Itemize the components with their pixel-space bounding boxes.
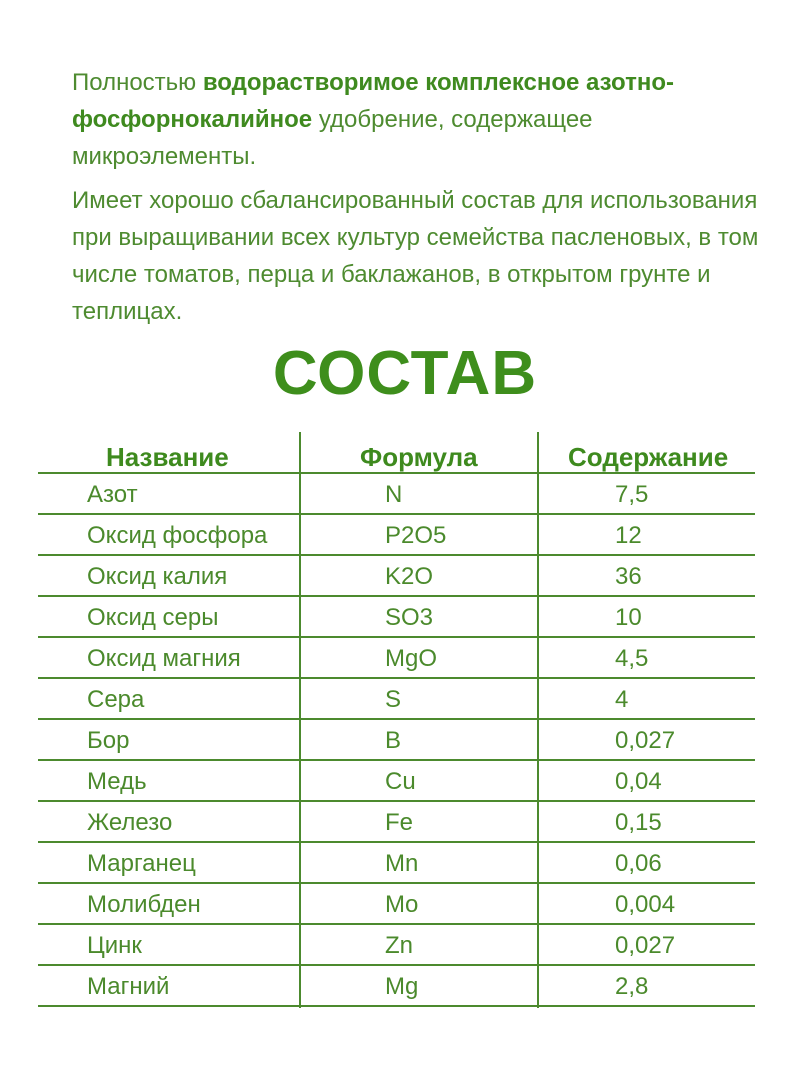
element-name: Молибден [87,891,201,918]
element-formula: Mo [385,891,419,918]
element-content: 0,027 [615,727,676,754]
element-name: Марганец [87,850,196,877]
intro-paragraph-1: Полностью водорастворимое комплексное аз… [72,64,762,175]
element-name: Бор [87,727,130,754]
element-formula: B [385,727,402,754]
row-divider [38,718,755,720]
row-divider [38,923,755,925]
element-content: 4,5 [615,645,649,672]
element-content: 0,027 [615,932,676,959]
table-row: Марганец Mn 0,06 [38,843,755,884]
element-name: Медь [87,768,147,795]
element-content: 7,5 [615,481,649,508]
table-row: Сера S 4 [38,679,755,720]
element-formula: Cu [385,768,416,795]
intro-paragraph-2: Имеет хорошо сбалансированный состав для… [72,187,759,325]
element-content: 0,06 [615,850,662,877]
row-divider [38,759,755,761]
section-title: СОСТАВ [272,339,538,408]
table-row: Оксид фосфора P2O5 12 [38,515,755,556]
row-divider [38,513,755,515]
element-formula: Zn [385,932,414,959]
table-row: Оксид калия K2O 36 [38,556,755,597]
element-content: 0,15 [615,809,662,836]
row-divider [38,554,755,556]
text: Полностью [72,69,203,96]
row-divider [38,1005,755,1007]
row-divider [38,882,755,884]
element-formula: K2O [385,563,434,590]
element-formula: Mg [385,973,419,1000]
element-content: 10 [615,604,642,631]
element-formula: Mn [385,850,419,877]
text: удобрение, содержащее микроэлементы. [72,106,593,170]
element-content: 0,04 [615,768,662,795]
element-content: 12 [615,522,642,549]
header-name: Название [106,442,229,472]
element-name: Оксид калия [87,563,228,590]
row-divider [38,636,755,638]
element-name: Сера [87,686,145,713]
header-content: Содержание [568,442,729,472]
table-row: Оксид магния MgO 4,5 [38,638,755,679]
row-divider [38,841,755,843]
element-name: Оксид фосфора [87,522,268,549]
element-content: 0,004 [615,891,676,918]
table-row: Магний Mg 2,8 [38,966,755,1007]
row-divider [38,800,755,802]
element-name: Цинк [87,932,142,959]
element-formula: N [385,481,403,508]
table-row: Цинк Zn 0,027 [38,925,755,966]
table-row: Оксид серы SO3 10 [38,597,755,638]
column-divider [299,432,301,1008]
element-name: Магний [87,973,170,1000]
table-row: Молибден Mo 0,004 [38,884,755,925]
element-formula: MgO [385,645,438,672]
element-formula: Fe [385,809,414,836]
header-divider [38,472,755,474]
element-formula: S [385,686,402,713]
row-divider [38,677,755,679]
element-name: Оксид серы [87,604,219,631]
element-content: 2,8 [615,973,649,1000]
row-divider [38,964,755,966]
element-name: Оксид магния [87,645,241,672]
bold-text: водорастворимое комплексное азотно-фосфо… [72,69,674,133]
element-content: 4 [615,686,629,713]
table-row: Бор B 0,027 [38,720,755,761]
table-row: Азот N 7,5 [38,474,755,515]
element-name: Азот [87,481,138,508]
header-formula: Формула [360,442,478,472]
row-divider [38,595,755,597]
element-formula: P2O5 [385,522,447,549]
table-row: Железо Fe 0,15 [38,802,755,843]
column-divider [537,432,539,1008]
element-content: 36 [615,563,642,590]
element-formula: SO3 [385,604,434,631]
element-name: Железо [87,809,173,836]
table-row: Медь Cu 0,04 [38,761,755,802]
